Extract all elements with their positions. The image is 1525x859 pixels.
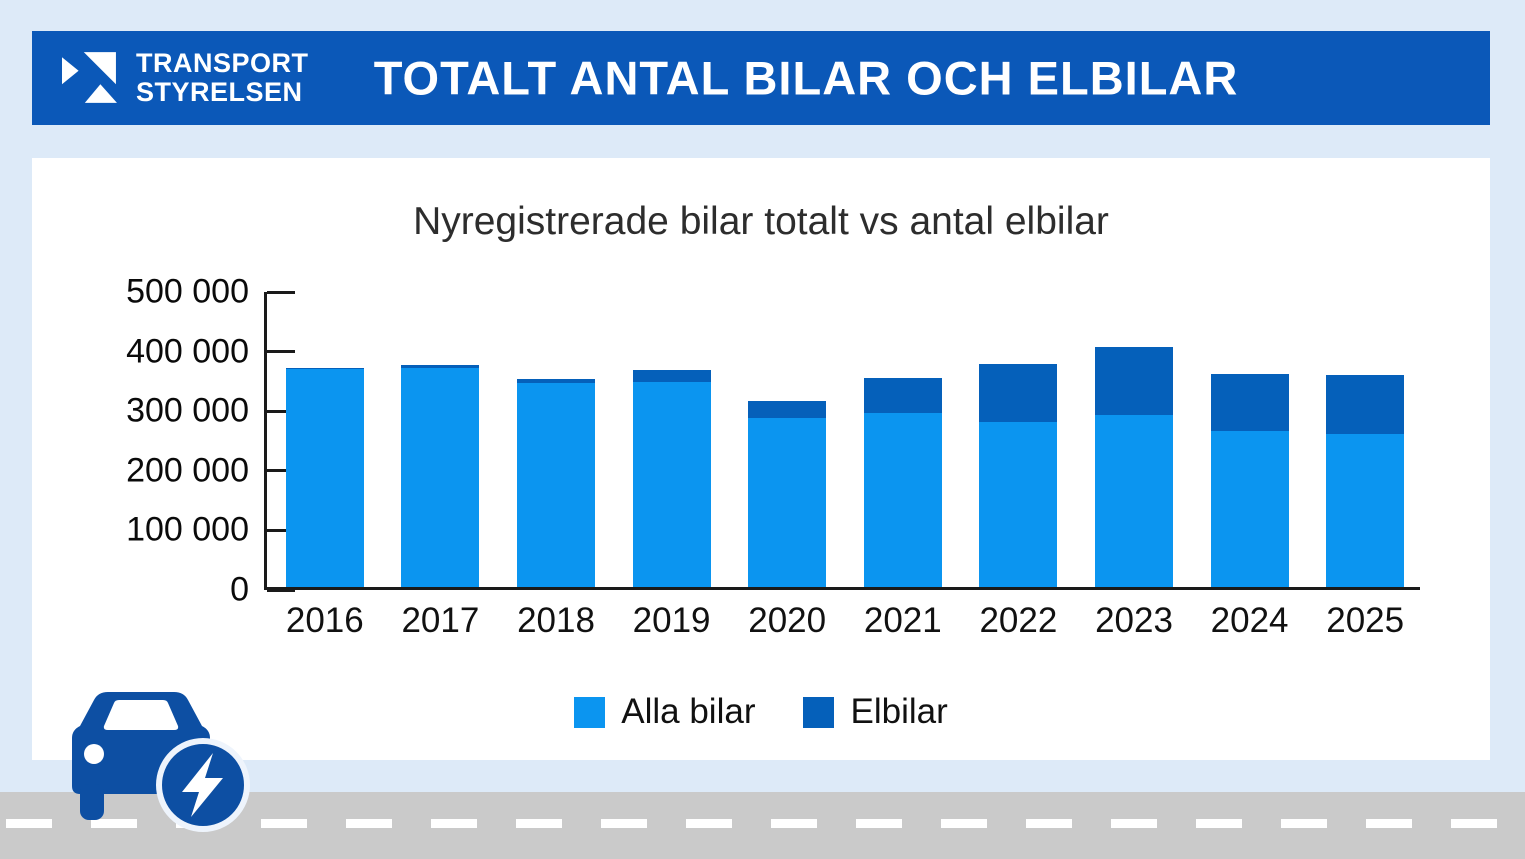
bar-segment-elbilar-2022 bbox=[979, 363, 1058, 422]
x-axis-label-2016: 2016 bbox=[285, 601, 364, 640]
x-axis-label-2025: 2025 bbox=[1326, 601, 1405, 640]
y-axis-label: 400 000 bbox=[126, 332, 249, 371]
legend-item-elbilar: Elbilar bbox=[803, 692, 948, 732]
bar-segment-alla-bilar-2022 bbox=[979, 421, 1058, 587]
road-dashed-line bbox=[6, 819, 1525, 828]
bar-segment-elbilar-2020 bbox=[748, 401, 827, 418]
bar-segment-alla-bilar-2020 bbox=[748, 417, 827, 587]
chart-title: Nyregistrerade bilar totalt vs antal elb… bbox=[413, 200, 1109, 243]
logo-text-line1: TRANSPORT bbox=[136, 48, 309, 79]
x-axis-label-2023: 2023 bbox=[1095, 601, 1173, 640]
bar-2017 bbox=[401, 365, 480, 587]
header-banner: TRANSPORT STYRELSEN TOTALT ANTAL BILAR O… bbox=[32, 31, 1490, 125]
legend-label: Elbilar bbox=[850, 692, 948, 731]
y-axis-tick bbox=[267, 469, 295, 473]
y-axis-tick bbox=[267, 588, 295, 592]
legend-swatch bbox=[803, 696, 835, 728]
legend-item-alla-bilar: Alla bilar bbox=[574, 692, 755, 732]
y-axis-tick bbox=[267, 528, 295, 532]
x-axis-label-2024: 2024 bbox=[1210, 601, 1289, 640]
x-axis-label-2017: 2017 bbox=[401, 601, 480, 640]
y-axis-label: 300 000 bbox=[126, 391, 249, 430]
bar-2019 bbox=[632, 370, 711, 587]
y-axis-label: 0 bbox=[230, 570, 249, 609]
bar-chart-plot: 0 100 000 200 000 300 000 400 000 500 000 2016… bbox=[126, 273, 1420, 640]
x-axis-label-2019: 2019 bbox=[632, 601, 711, 640]
bar-2025 bbox=[1326, 375, 1405, 587]
x-axis-label-2020: 2020 bbox=[748, 601, 827, 640]
bar-segment-alla-bilar-2023 bbox=[1095, 415, 1173, 587]
bar-2020 bbox=[748, 401, 827, 587]
y-axis-label: 100 000 bbox=[126, 510, 249, 549]
x-axis-label-2022: 2022 bbox=[979, 601, 1058, 640]
x-axis-label-2021: 2021 bbox=[863, 601, 942, 640]
logo-mark-icon bbox=[62, 52, 117, 103]
bar-segment-elbilar-2019 bbox=[632, 370, 711, 382]
legend-label: Alla bilar bbox=[621, 692, 756, 731]
chart-card: Nyregistrerade bilar totalt vs antal elb… bbox=[32, 158, 1490, 760]
bar-2024 bbox=[1210, 373, 1289, 587]
bar-2023 bbox=[1095, 346, 1173, 587]
bar-segment-alla-bilar-2019 bbox=[632, 381, 711, 587]
legend-swatch bbox=[574, 696, 606, 728]
x-axis-label-2018: 2018 bbox=[517, 601, 595, 640]
bar-2021 bbox=[863, 378, 942, 587]
bar-segment-elbilar-2024 bbox=[1210, 373, 1289, 432]
bar-segment-alla-bilar-2021 bbox=[863, 412, 942, 587]
bar-segment-alla-bilar-2024 bbox=[1210, 431, 1289, 587]
bar-segment-alla-bilar-2017 bbox=[401, 367, 480, 587]
bar-segment-elbilar-2018 bbox=[517, 379, 595, 384]
y-axis-tick bbox=[267, 350, 295, 354]
y-axis-tick bbox=[267, 290, 295, 294]
logo-text-line2: STYRELSEN bbox=[136, 77, 303, 107]
bar-segment-alla-bilar-2018 bbox=[517, 383, 595, 587]
logo-text: TRANSPORT STYRELSEN bbox=[136, 49, 309, 106]
bar-2018 bbox=[517, 379, 595, 587]
y-axis-label: 500 000 bbox=[126, 272, 249, 311]
y-axis-label: 200 000 bbox=[126, 451, 249, 490]
bar-segment-elbilar-2017 bbox=[401, 365, 480, 368]
bar-2022 bbox=[979, 363, 1058, 587]
bar-segment-elbilar-2025 bbox=[1326, 375, 1405, 435]
bar-segment-elbilar-2016 bbox=[285, 367, 364, 370]
bar-segment-alla-bilar-2016 bbox=[285, 369, 364, 587]
chart-legend: Alla bilar Elbilar bbox=[32, 692, 1490, 732]
electric-car-icon bbox=[58, 686, 258, 838]
page-title: TOTALT ANTAL BILAR OCH ELBILAR bbox=[373, 51, 1239, 105]
bar-segment-alla-bilar-2025 bbox=[1326, 434, 1405, 587]
bar-segment-elbilar-2021 bbox=[863, 378, 942, 413]
transportstyrelsen-logo: TRANSPORT STYRELSEN bbox=[62, 49, 309, 106]
y-axis-tick bbox=[267, 409, 295, 413]
bar-segment-elbilar-2023 bbox=[1095, 346, 1173, 416]
bar-2016 bbox=[285, 367, 364, 587]
road-graphic bbox=[0, 792, 1525, 859]
